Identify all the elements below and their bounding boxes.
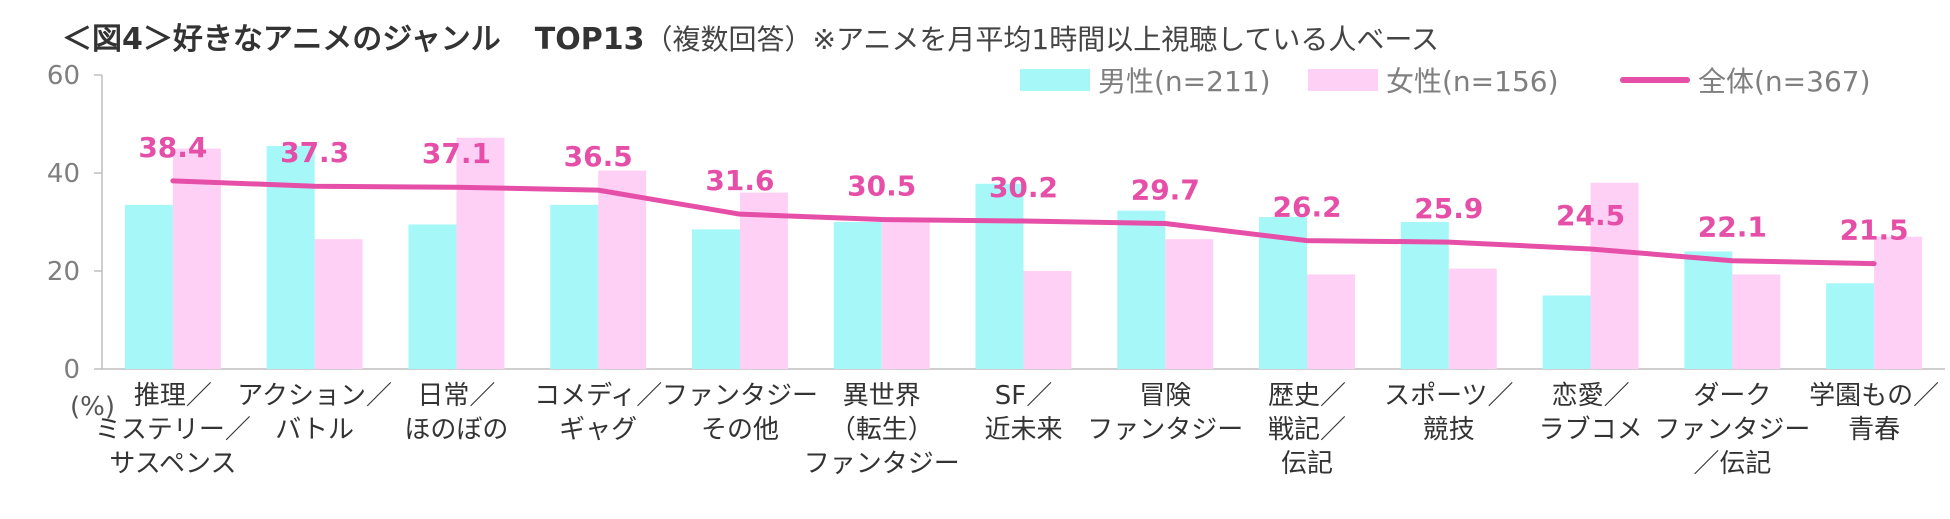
y-tick-label: 0 <box>63 355 80 385</box>
category-label: 恋愛／ <box>1552 381 1630 411</box>
category-label: ／伝記 <box>1693 449 1771 479</box>
category-label: SF／ <box>995 381 1052 411</box>
data-label-total: 37.3 <box>280 136 349 169</box>
bar-male <box>1117 210 1166 369</box>
data-label-total: 38.4 <box>138 131 207 164</box>
bar-female <box>1732 274 1781 369</box>
category-label: ラブコメ <box>1539 415 1643 445</box>
bar-male <box>1542 295 1591 369</box>
bar-male <box>691 229 740 369</box>
bar-male <box>1684 251 1733 369</box>
bar-female <box>739 192 788 369</box>
category-label: その他 <box>701 415 779 445</box>
bar-male <box>550 204 599 369</box>
category-label: サスペンス <box>109 449 236 479</box>
data-label-total: 30.2 <box>989 171 1058 204</box>
y-tick-label: 60 <box>47 61 80 91</box>
bar-female <box>1023 271 1072 369</box>
data-label-total: 31.6 <box>705 164 774 197</box>
category-label: ギャグ <box>559 415 637 445</box>
bar-female <box>314 239 363 369</box>
category-label: ファンタジー <box>1087 415 1243 445</box>
category-label: 日常／ <box>417 381 495 411</box>
title-note: ※アニメを月平均1時間以上視聴している人ベース <box>812 23 1439 56</box>
title-sub: （複数回答） <box>644 23 813 56</box>
category-label: ファンタジー <box>662 381 818 411</box>
title-top: TOP13 <box>534 22 645 57</box>
legend-item-female: 女性(n=156) <box>1308 60 1559 100</box>
data-label-total: 26.2 <box>1272 191 1341 224</box>
y-unit-label: (%) <box>70 392 115 422</box>
bar-male <box>408 224 457 369</box>
title-main: ＜図4＞好きなアニメのジャンル <box>62 22 501 57</box>
bar-female <box>1448 268 1497 369</box>
legend-swatch-female <box>1308 69 1378 91</box>
legend-item-total: 全体(n=367) <box>1620 60 1871 100</box>
data-label-total: 24.5 <box>1556 199 1625 232</box>
y-tick-label: 20 <box>47 257 80 287</box>
series-line-total <box>170 178 1877 267</box>
category-label: コメディ／ <box>534 381 662 411</box>
category-label: バトル <box>275 415 354 445</box>
category-label: （転生） <box>830 415 934 445</box>
category-label: 推理／ <box>134 381 212 411</box>
chart-title: ＜図4＞好きなアニメのジャンル TOP13（複数回答）※アニメを月平均1時間以上視… <box>62 14 1439 58</box>
category-label: スポーツ／ <box>1384 381 1513 411</box>
bar-female <box>1874 236 1923 369</box>
data-label-total: 25.9 <box>1414 192 1483 225</box>
y-tick-label: 40 <box>47 159 80 189</box>
bar-female <box>456 137 505 369</box>
category-label: 歴史／ <box>1268 381 1346 411</box>
category-label: 競技 <box>1423 415 1475 445</box>
category-label: 青春 <box>1848 415 1900 445</box>
bar-male <box>975 183 1024 369</box>
category-label: 近未来 <box>984 415 1062 445</box>
data-label-total: 22.1 <box>1698 211 1767 244</box>
bar-male <box>124 204 173 369</box>
legend-swatch-male <box>1020 69 1090 91</box>
data-label-total: 36.5 <box>564 140 633 173</box>
legend-swatch-total <box>1620 77 1690 83</box>
legend-label-female: 女性(n=156) <box>1386 65 1559 98</box>
bar-female <box>598 170 647 369</box>
category-label: ミステリー／ <box>95 415 251 445</box>
category-label: ファンタジー <box>804 449 960 479</box>
bar-female <box>881 219 930 369</box>
legend-item-male: 男性(n=211) <box>1020 60 1271 100</box>
category-label: ダーク <box>1693 381 1771 411</box>
category-label: 戦記／ <box>1268 415 1346 445</box>
data-label-total: 29.7 <box>1131 173 1200 206</box>
legend: 男性(n=211) 女性(n=156) 全体(n=367) <box>1020 60 1920 100</box>
data-label-total: 21.5 <box>1840 214 1909 247</box>
category-label: 異世界 <box>843 381 921 411</box>
category-label: ほのぼの <box>404 415 508 445</box>
category-label: アクション／ <box>237 381 392 411</box>
bar-male <box>266 146 315 369</box>
bar-male <box>1826 283 1875 369</box>
category-label: 伝記 <box>1281 449 1333 479</box>
bar-male <box>1400 222 1449 369</box>
category-label: ファンタジー <box>1654 415 1810 445</box>
data-label-total: 37.1 <box>422 137 491 170</box>
legend-label-total: 全体(n=367) <box>1698 65 1871 98</box>
bar-female <box>1590 182 1639 369</box>
data-label-total: 30.5 <box>847 170 916 203</box>
bar-female <box>1307 274 1356 369</box>
bar-female <box>1165 239 1214 369</box>
bar-male <box>833 222 882 369</box>
category-label: 冒険 <box>1139 381 1191 411</box>
bar-female <box>172 148 221 369</box>
bar-male <box>1259 217 1308 369</box>
category-label: 学園もの／ <box>1809 381 1939 411</box>
legend-label-male: 男性(n=211) <box>1098 65 1271 98</box>
